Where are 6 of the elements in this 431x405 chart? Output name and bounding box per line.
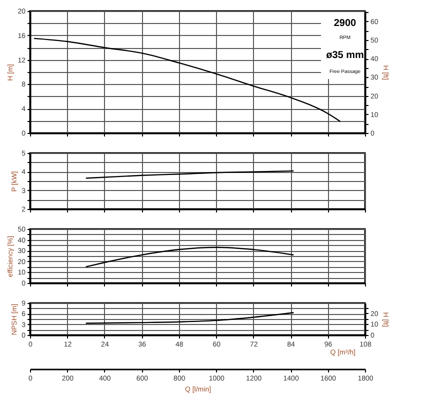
line-series xyxy=(85,170,294,179)
line-series xyxy=(85,246,294,268)
line-series xyxy=(33,38,341,122)
annotation: 2900 xyxy=(334,18,357,29)
annotation: ø35 mm xyxy=(326,50,364,61)
line-series xyxy=(85,312,294,324)
